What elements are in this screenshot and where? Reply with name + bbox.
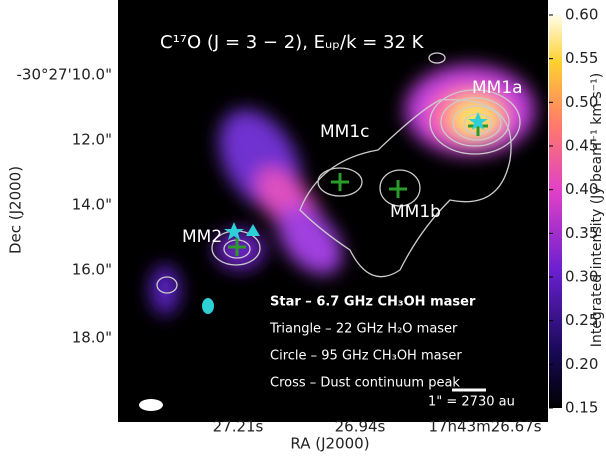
x-label: RA (J2000) — [290, 435, 369, 453]
legend-entry: Star – 6.7 GHz CH₃OH maser — [270, 295, 476, 310]
colorbar-tick-label: 0.35 — [565, 224, 598, 242]
scale-bar-label: 1" = 2730 au — [428, 395, 515, 410]
y-tick-label: 12.0" — [72, 131, 112, 149]
y-tick-label: 14.0" — [72, 196, 112, 214]
x-tick-label: 27.21s — [213, 418, 264, 436]
source-label: MM1a — [472, 78, 523, 98]
maser-markers — [202, 112, 488, 314]
y-tick-label: 18.0" — [72, 329, 112, 347]
x-tick-label: 17h43m26.67s — [428, 418, 541, 436]
beam — [139, 399, 163, 411]
x-tick-label: 26.94s — [335, 418, 386, 436]
colorbar-tick-label: 0.45 — [565, 137, 598, 155]
y-tick-label: -30°27'10.0" — [16, 66, 112, 84]
colorbar-tick-label: 0.15 — [565, 399, 598, 417]
legend-entry: Circle – 95 GHz CH₃OH maser — [270, 349, 462, 364]
y-tick-label: 20.0" — [72, 396, 112, 414]
colorbar-tick-label: 0.60 — [565, 6, 598, 24]
contours — [156, 52, 521, 294]
colorbar-tick-label: 0.50 — [565, 93, 598, 111]
colorbar-tick-label: 0.55 — [565, 49, 598, 67]
y-tick-label: 16.0" — [72, 261, 112, 279]
colorbar-tick-label: 0.20 — [565, 355, 598, 373]
colorbar — [549, 15, 562, 408]
source-label: MM1b — [390, 202, 441, 222]
source-label: MM1c — [320, 122, 370, 142]
title: C¹⁷O (J = 3 − 2), Eᵤₚ/k = 32 K — [160, 32, 425, 53]
colorbar-label: Integrated intensity (Jy beam⁻¹ km s⁻¹) — [589, 73, 605, 347]
legend-entry: Triangle – 22 GHz H₂O maser — [269, 322, 458, 337]
colorbar-tick-label: 0.40 — [565, 180, 598, 198]
source-label: MM2 — [182, 227, 222, 247]
colorbar-tick-label: 0.25 — [565, 311, 598, 329]
legend-entry: Cross – Dust continuum peak — [270, 376, 460, 391]
y-label: Dec (J2000) — [7, 166, 25, 254]
colorbar-tick-label: 0.30 — [565, 268, 598, 286]
